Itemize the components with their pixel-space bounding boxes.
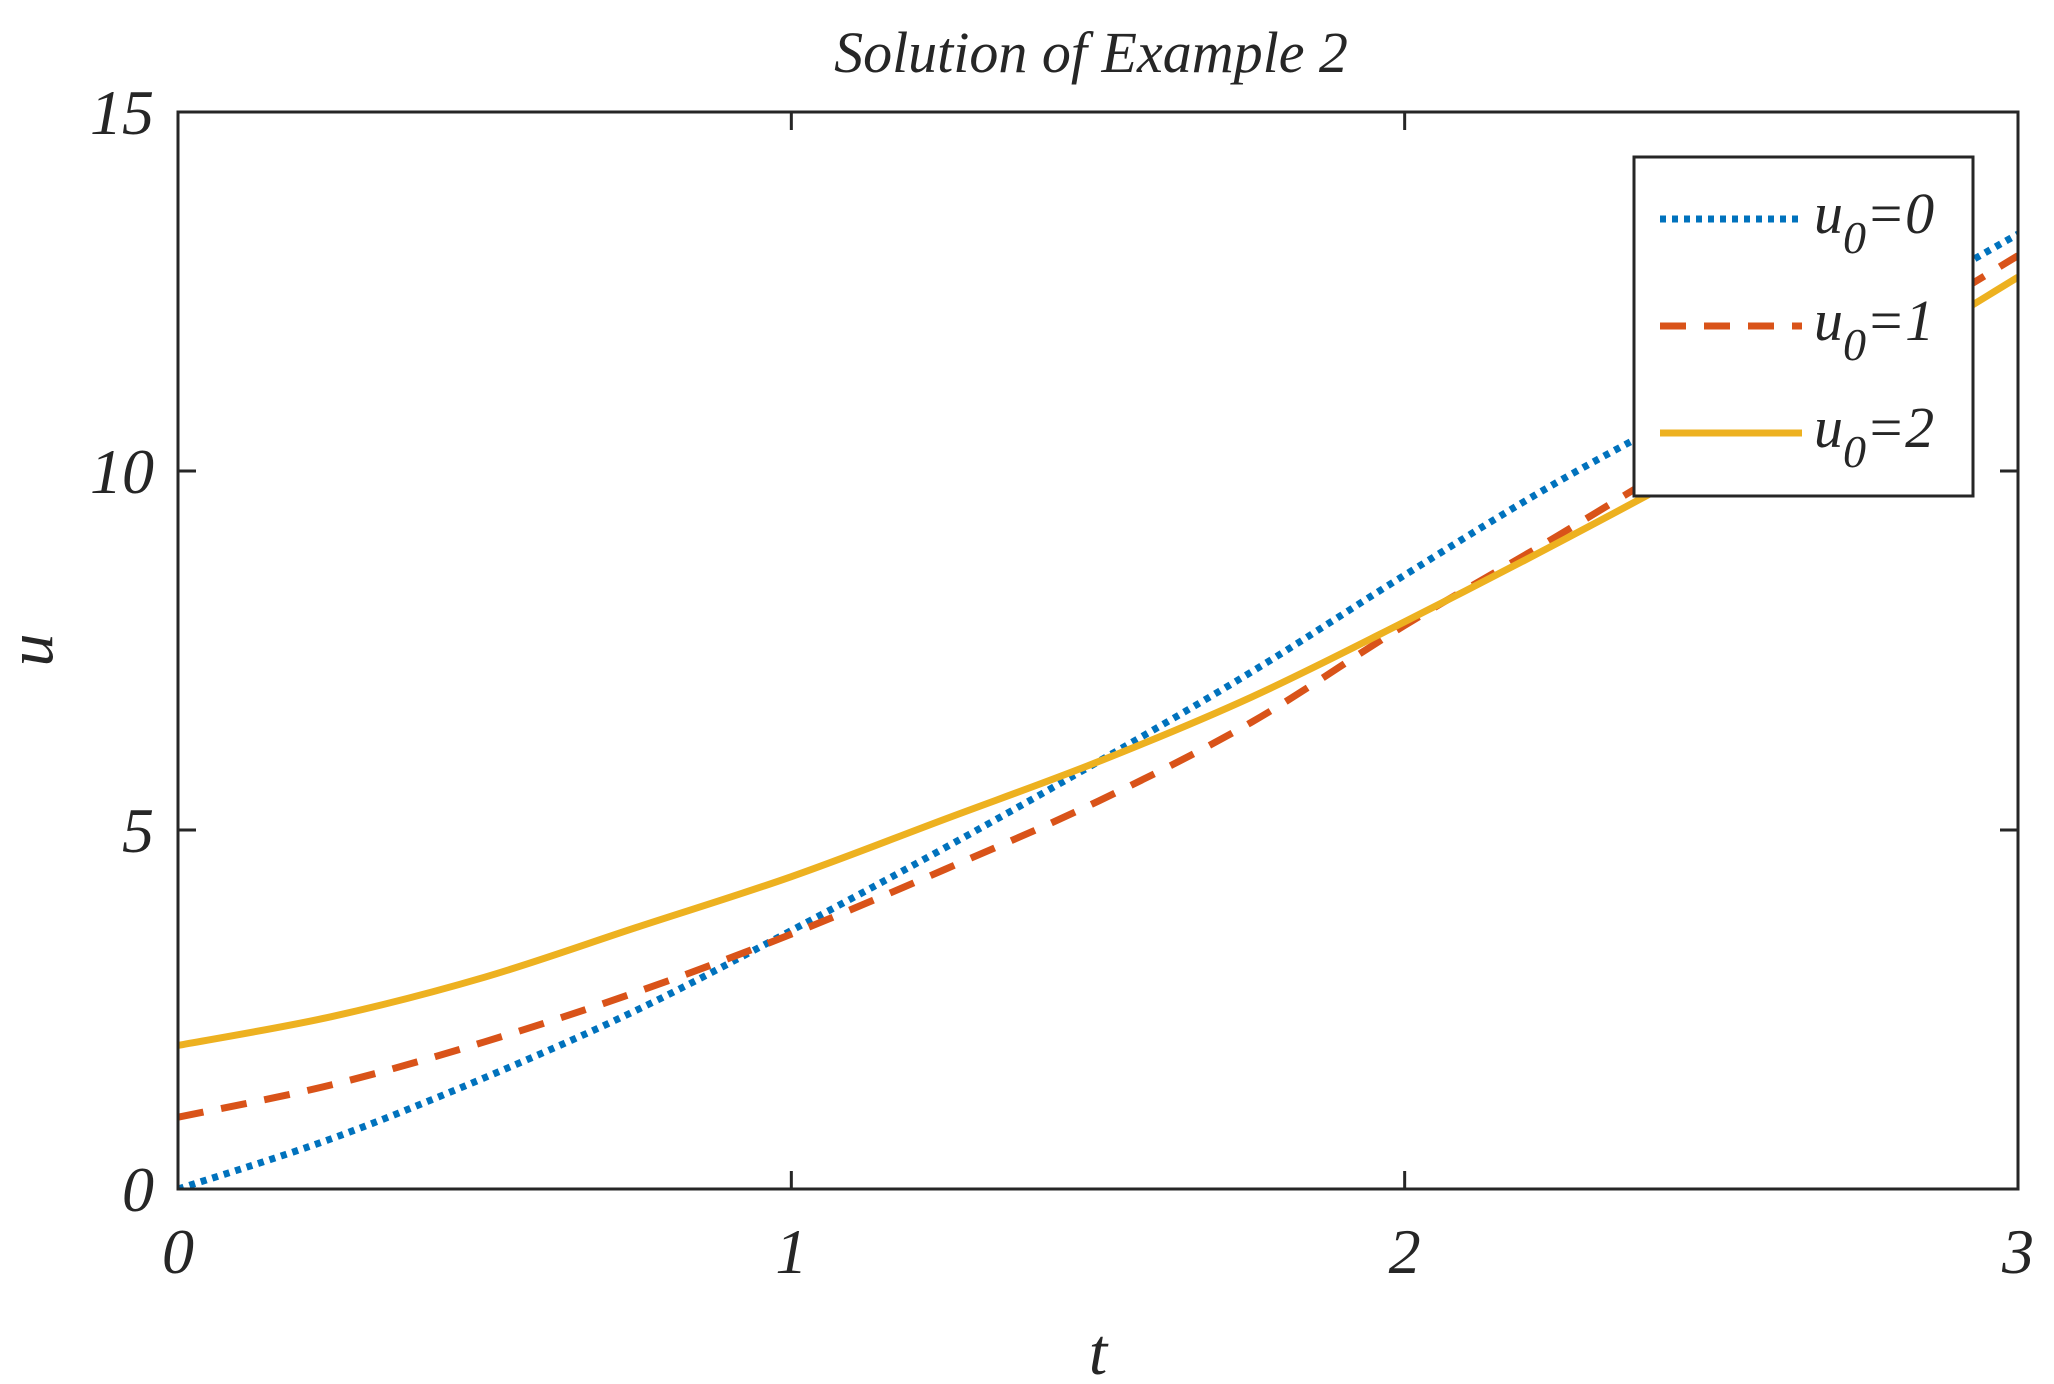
legend-label-2: u0=2 [1814,395,1934,477]
y-tick-label-3: 15 [90,77,154,148]
x-tick-label-1: 1 [775,1216,807,1287]
legend-entry-0: u0=0 [1660,181,1934,263]
legend: u0=0 u0=1 u0=2 [1632,155,1975,498]
y-axis-label: u [0,634,67,667]
legend-label-0: u0=0 [1814,181,1934,263]
legend-entry-1: u0=1 [1660,288,1934,370]
legend-box [1632,155,1975,498]
x-axis-label: t [1089,1316,1109,1384]
legend-entries: u0=0 u0=1 u0=2 [1660,181,1934,477]
x-tick-label-0: 0 [162,1216,194,1287]
x-tick-labels: 0 1 2 3 [162,1216,2034,1287]
x-tick-label-3: 3 [2001,1216,2034,1287]
y-tick-label-2: 10 [90,436,154,507]
legend-label-1: u0=1 [1814,288,1934,370]
x-tick-label-2: 2 [1389,1216,1421,1287]
axes-box [176,110,2020,1191]
legend-entry-2: u0=2 [1660,395,1934,477]
y-tick-label-1: 5 [122,795,154,866]
y-tick-labels: 0 5 10 15 [90,77,154,1225]
y-tick-label-0: 0 [122,1154,154,1225]
chart-title: Solution of Example 2 [834,20,1348,85]
